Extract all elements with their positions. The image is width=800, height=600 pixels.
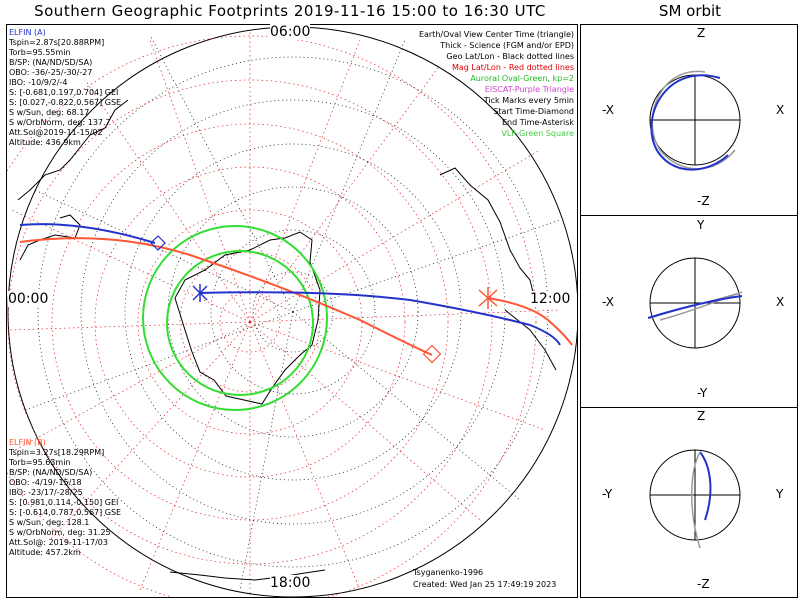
xy-left-label: -X (602, 295, 614, 309)
xz-bottom-label: -Z (697, 194, 710, 208)
info-line: Altitude: 436.9km (9, 138, 81, 147)
info-line: OBO: -4/19/-15/18 (9, 478, 82, 487)
created-label: Created: Wed Jan 25 17:49:19 2023 (413, 580, 557, 589)
info-line: B/SP: (NA/ND/SD/SA) (9, 58, 93, 67)
time-label-right: 12:00 (530, 291, 571, 307)
info-line: S: [0.027,-0.822,0.567] GSE (9, 98, 122, 107)
time-label-left: 00:00 (8, 291, 49, 307)
legend-geo: Geo Lat/Lon - Black dotted lines (446, 52, 574, 61)
info-line: S w/OrbNorm, deg: 31.25 (9, 528, 111, 537)
info-line: Tspin=2.87s[20.88RPM] (9, 38, 105, 47)
xz-top-label: Z (697, 26, 706, 40)
info-line: IBO: -23/17/-28/25 (9, 488, 83, 497)
elfin-a-name: ELFIN (A) (9, 28, 46, 37)
info-line: IBO: -10/9/2/-4 (9, 78, 68, 87)
info-line: Torb=95.63min (9, 458, 71, 467)
mag-grid (7, 30, 561, 597)
info-line: B/SP: (NA/ND/SD/SA) (9, 468, 93, 477)
legend-vlf: VLF-Green Square (501, 129, 574, 138)
sm-panel-xy (580, 215, 798, 408)
xy-right-label: X (776, 295, 785, 309)
info-line: Att.Sol@: 2019-11-17/03 (9, 538, 108, 547)
geo-grid (24, 34, 561, 591)
sm-orbit-title: SM orbit (658, 2, 722, 20)
yz-left-label: -Y (602, 487, 613, 501)
australia-coast (439, 167, 557, 371)
auroral-oval (142, 225, 328, 411)
xz-left-label: -X (602, 103, 614, 117)
elfin-a-info: ELFIN (A) Tspin=2.87s[20.88RPM] Torb=95.… (9, 28, 121, 148)
africa-coast (169, 569, 326, 581)
sm-orbits (647, 70, 743, 549)
info-line: S w/Sun, deg: 128.1 (9, 518, 90, 527)
elfin-b-name: ELFIN (B) (9, 438, 46, 447)
info-line: S: [-0.681,0.197,0.704] GEI (9, 88, 119, 97)
elfin-b-track (19, 237, 573, 364)
info-line: OBO: -36/-25/-30/-27 (9, 68, 93, 77)
xz-right-label: X (776, 103, 785, 117)
xy-bottom-label: -Y (697, 386, 708, 400)
info-line: S w/OrbNorm, deg: 137.7 (9, 118, 111, 127)
model-label: Tsyganenko-1996 (413, 568, 484, 577)
time-label-top: 06:00 (270, 24, 311, 40)
legend-start: Start Time-Diamond (493, 107, 574, 116)
sm-panel-yz (580, 407, 798, 598)
info-line: Torb=95.55min (9, 48, 71, 57)
legend-eiscat: EISCAT-Purple Triangle (484, 85, 574, 94)
info-line: Att.Sol@2019-11-15/02 (9, 128, 103, 137)
legend-mag: Mag Lat/Lon - Red dotted lines (451, 63, 574, 72)
elfin-a-track (19, 223, 561, 346)
yz-right-label: Y (776, 487, 784, 501)
legend-earth-oval: Earth/Oval View Center Time (triangle) (418, 30, 574, 39)
elfin-b-info: ELFIN (B) Tspin=3.27s[18.29RPM] Torb=95.… (9, 438, 121, 558)
legend-auroral: Auroral Oval-Green, kp=2 (470, 74, 574, 83)
legend-end: End Time-Asterisk (501, 118, 574, 127)
info-line: Altitude: 457.2km (9, 548, 81, 557)
sm-panel-xz (580, 24, 798, 216)
info-line: Tspin=3.27s[18.29RPM] (9, 448, 105, 457)
legend-thick: Thick - Science (FGM and/or EPD) (440, 41, 574, 50)
info-line: S: [0.981,0.114,-0.150] GEI (9, 498, 119, 507)
yz-bottom-label: -Z (697, 577, 710, 591)
legend-tick: Tick Marks every 5min (483, 96, 574, 105)
yz-top-label: Z (697, 409, 706, 423)
page-title: Southern Geographic Footprints 2019-11-1… (34, 2, 546, 20)
time-label-bottom: 18:00 (270, 575, 311, 591)
south-america-coast (17, 99, 129, 261)
info-line: S: [-0.614,0.787,0.567] GSE (9, 508, 122, 517)
map-legend: Earth/Oval View Center Time (triangle) T… (419, 29, 574, 139)
xy-top-label: Y (697, 218, 705, 232)
info-line: S w/Sun, deg: 68.17 (9, 108, 90, 117)
